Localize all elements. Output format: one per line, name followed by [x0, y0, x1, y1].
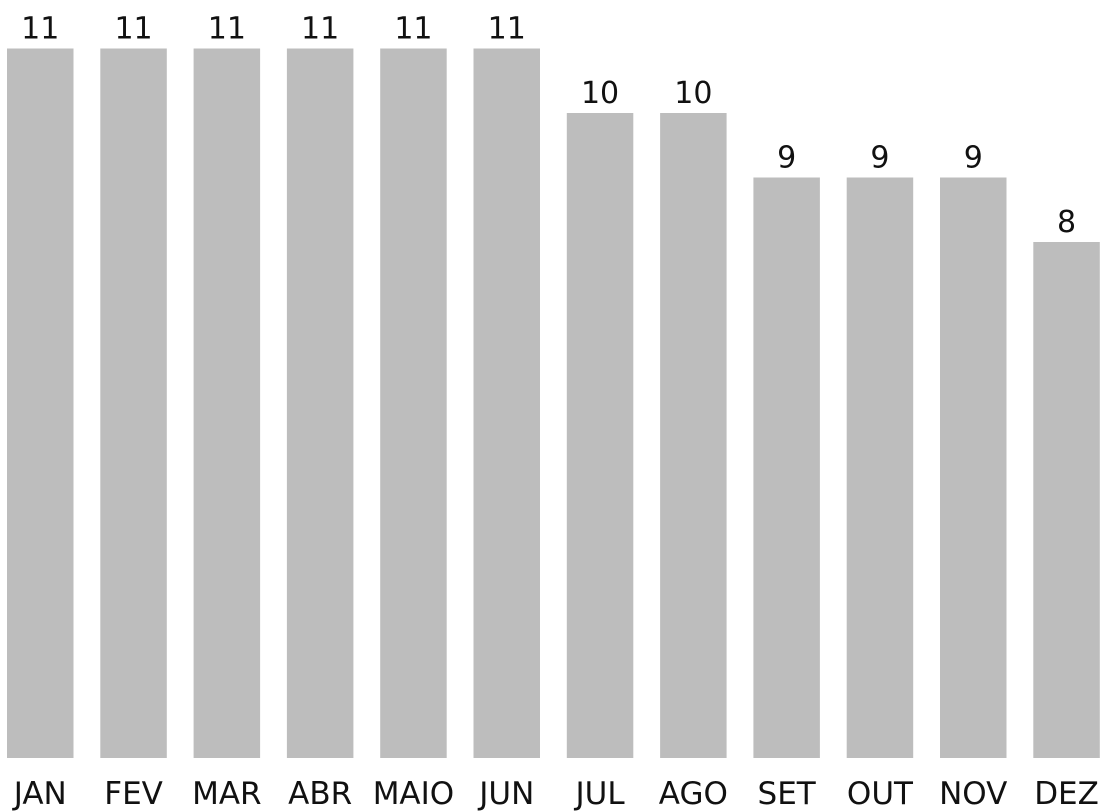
bar-value-label: 10 — [581, 76, 619, 111]
bar-value-label: 9 — [964, 141, 983, 176]
bar-mar — [193, 48, 261, 758]
bar-out — [846, 177, 914, 758]
bar-value-label: 11 — [208, 12, 246, 47]
bar-value-label: 11 — [114, 12, 152, 47]
bar-value-label: 9 — [777, 141, 796, 176]
bar-jun — [473, 48, 540, 758]
x-tick-label: MAR — [192, 776, 262, 811]
value-labels-layer: 11 11 11 11 11 11 10 10 9 9 9 8 — [21, 12, 1076, 241]
bar-value-label: 10 — [674, 76, 712, 111]
x-tick-label: NOV — [939, 776, 1007, 811]
bar-set — [753, 177, 820, 758]
x-tick-label: MAIO — [373, 776, 455, 811]
bar-dez — [1033, 242, 1100, 758]
x-tick-label: DEZ — [1034, 776, 1099, 811]
bar-jan — [7, 48, 74, 758]
bar-value-label: 11 — [21, 12, 59, 47]
x-tick-label: FEV — [104, 776, 163, 811]
x-tick-label: ABR — [288, 776, 352, 811]
bar-jul — [566, 113, 634, 758]
x-tick-label: SET — [758, 776, 817, 811]
bar-value-label: 8 — [1057, 205, 1076, 240]
bar-maio — [380, 48, 447, 758]
bar-fev — [100, 48, 167, 758]
x-tick-labels-layer: JAN FEV MAR ABR MAIO JUN JUL AGO SET OUT NOV DEZ — [12, 776, 1099, 811]
bar-value-label: 11 — [301, 12, 339, 47]
x-tick-label: JUL — [573, 776, 625, 811]
x-tick-label: JUN — [477, 776, 534, 811]
bar-value-label: 11 — [488, 12, 526, 47]
x-tick-label: JAN — [12, 776, 67, 811]
bar-abr — [286, 48, 354, 758]
x-tick-label: OUT — [847, 776, 914, 811]
bar-nov — [940, 177, 1007, 758]
x-tick-label: AGO — [659, 776, 728, 811]
bar-value-label: 9 — [870, 141, 889, 176]
bar-ago — [660, 113, 727, 758]
bars-layer — [7, 48, 1100, 758]
bar-value-label: 11 — [394, 12, 432, 47]
